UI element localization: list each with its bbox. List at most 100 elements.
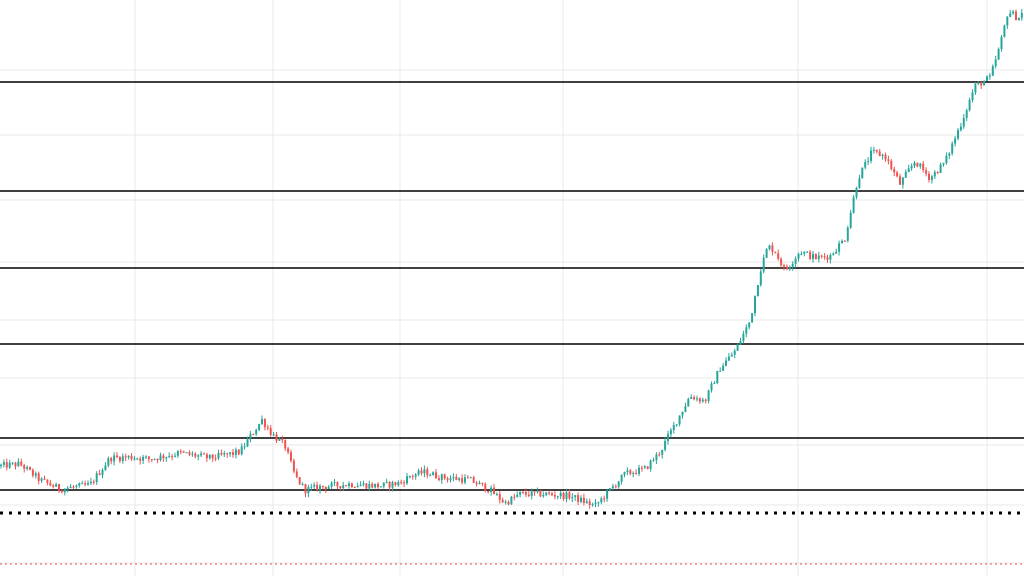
- candle-body: [849, 212, 852, 228]
- candle-body: [121, 456, 124, 461]
- candle-body: [899, 176, 901, 185]
- candle-body: [522, 491, 524, 493]
- candle-body: [17, 461, 20, 467]
- candle-body: [791, 263, 794, 268]
- candle-body: [261, 419, 263, 425]
- candle-body: [548, 492, 551, 494]
- candle-body: [632, 472, 635, 474]
- candle-body: [304, 484, 307, 494]
- candle-body: [493, 487, 495, 495]
- candle-body: [913, 162, 916, 166]
- candle-body: [458, 478, 461, 480]
- candle-body: [945, 155, 948, 163]
- candle-body: [919, 163, 922, 167]
- candle-body: [959, 126, 962, 131]
- candle-body: [727, 356, 730, 361]
- candle-body: [127, 455, 130, 458]
- candle-body: [342, 485, 345, 489]
- candle-body: [226, 453, 229, 455]
- candle-body: [901, 177, 904, 185]
- candle-body: [626, 470, 629, 473]
- candle-body: [165, 457, 168, 459]
- candle-body: [751, 313, 754, 323]
- candle-body: [292, 460, 295, 472]
- candle-body: [977, 82, 980, 84]
- candle-body: [275, 434, 278, 441]
- candle-body: [435, 472, 437, 479]
- candle-body: [356, 486, 359, 488]
- candle-body: [379, 486, 382, 488]
- candle-body: [986, 76, 988, 82]
- candle-body: [745, 327, 748, 334]
- candle-body: [29, 467, 31, 470]
- candle-body: [472, 477, 475, 483]
- candle-body: [388, 481, 391, 488]
- candle-body: [968, 100, 971, 111]
- candle-body: [46, 479, 49, 483]
- candle-body: [429, 475, 432, 477]
- candle-body: [37, 473, 40, 481]
- candle-body: [353, 487, 356, 489]
- candle-body: [95, 473, 98, 483]
- candle-body: [182, 451, 185, 453]
- candle-body: [698, 398, 701, 402]
- candle-body: [948, 153, 951, 156]
- candle-body: [669, 430, 672, 435]
- candle-body: [440, 474, 443, 481]
- candle-body: [272, 434, 275, 436]
- candle-body: [437, 478, 440, 481]
- candle-body: [345, 485, 348, 487]
- candle-body: [1017, 17, 1020, 21]
- candle-body: [664, 440, 667, 450]
- candle-body: [484, 483, 487, 491]
- candle-body: [884, 154, 887, 160]
- candle-body: [501, 499, 504, 503]
- candle-body: [997, 49, 1000, 60]
- candle-body: [600, 498, 603, 503]
- candle-body: [319, 485, 321, 491]
- candle-body: [580, 497, 582, 502]
- candle-body: [162, 455, 165, 459]
- candle-body: [188, 452, 191, 455]
- candle-body: [606, 490, 609, 499]
- candle-body: [284, 440, 287, 449]
- candle-body: [696, 398, 698, 400]
- candle-body: [510, 496, 513, 505]
- candle-body: [139, 458, 142, 461]
- candle-body: [8, 462, 11, 468]
- candle-body: [330, 482, 333, 487]
- candle-body: [617, 481, 620, 487]
- candle-body: [893, 169, 896, 173]
- candle-body: [983, 81, 986, 86]
- candle-body: [974, 83, 977, 93]
- candle-body: [687, 398, 690, 407]
- candle-body: [646, 466, 649, 469]
- candle-body: [881, 154, 884, 156]
- candle-body: [797, 253, 800, 259]
- candle-body: [466, 477, 469, 479]
- candle-body: [295, 471, 298, 478]
- candle-body: [771, 245, 774, 252]
- candle-body: [185, 452, 188, 454]
- candle-body: [858, 178, 861, 188]
- candle-body: [800, 253, 803, 255]
- candle-body: [269, 428, 272, 435]
- candle-body: [574, 495, 577, 498]
- candle-body: [597, 502, 600, 504]
- candle-body: [667, 434, 669, 441]
- level-lines: [0, 81, 1024, 565]
- candle-body: [313, 484, 316, 487]
- candle-body: [545, 492, 548, 496]
- candle-body: [203, 453, 205, 455]
- candle-body: [846, 227, 849, 241]
- candle-body: [870, 150, 872, 161]
- candle-body: [817, 255, 820, 260]
- candle-body: [145, 456, 147, 458]
- candle-body: [864, 161, 867, 168]
- candle-body: [63, 488, 66, 493]
- candle-body: [594, 502, 597, 505]
- candle-body: [788, 267, 791, 270]
- candle-body: [533, 491, 536, 493]
- candle-body: [527, 494, 530, 496]
